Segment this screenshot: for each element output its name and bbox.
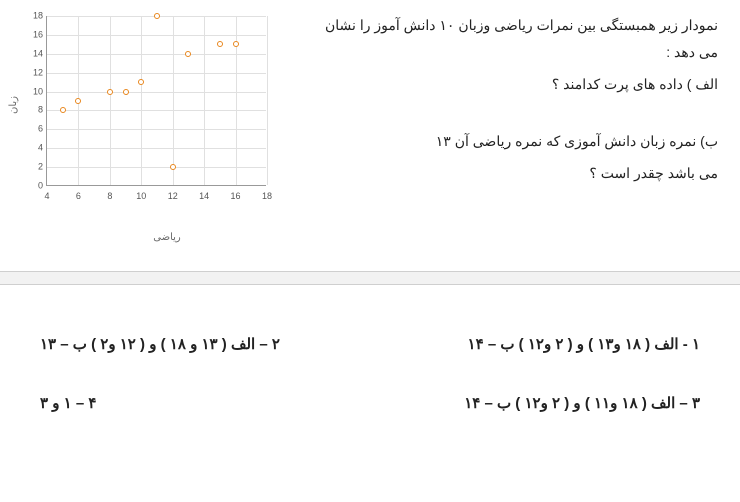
data-point <box>75 98 81 104</box>
plot-area: 4681012141618024681012141618 <box>46 16 266 186</box>
section-divider <box>0 271 740 285</box>
data-point <box>185 51 191 57</box>
answer-options: ۱ - الف ( ۱۸ و۱۳ ) و ( ۲ و۱۲ ) ب – ۱۴ ۲ … <box>0 285 740 418</box>
question-part-b-line2: می باشد چقدر است ؟ <box>312 160 718 187</box>
question-intro: نمودار زیر همبستگی بین نمرات ریاضی وزبان… <box>312 12 718 65</box>
data-point <box>107 89 113 95</box>
data-point <box>60 107 66 113</box>
option-4: ۴ – ۱ و ۳ <box>30 390 370 419</box>
scatter-chart: زبان 4681012141618024681012141618 <box>22 16 282 226</box>
data-point <box>233 41 239 47</box>
data-point <box>217 41 223 47</box>
data-point <box>123 89 129 95</box>
option-3: ۳ – الف ( ۱۸ و۱۱ ) و ( ۲ و۱۲ ) ب – ۱۴ <box>370 390 710 419</box>
option-2: ۲ – الف ( ۱۳ و ۱۸ ) و ( ۱۲ و۲ ) ب – ۱۳ <box>30 331 370 360</box>
y-axis-label: زبان <box>4 96 23 114</box>
data-point <box>138 79 144 85</box>
option-1: ۱ - الف ( ۱۸ و۱۳ ) و ( ۲ و۱۲ ) ب – ۱۴ <box>370 331 710 360</box>
question-part-b-line1: ب) نمره زبان دانش آموزی که نمره ریاضی آن… <box>312 128 718 155</box>
data-point <box>170 164 176 170</box>
question-part-a: الف ) داده های پرت کدامند ؟ <box>312 71 718 98</box>
x-axis-label: ریاضی <box>22 228 312 247</box>
data-point <box>154 13 160 19</box>
